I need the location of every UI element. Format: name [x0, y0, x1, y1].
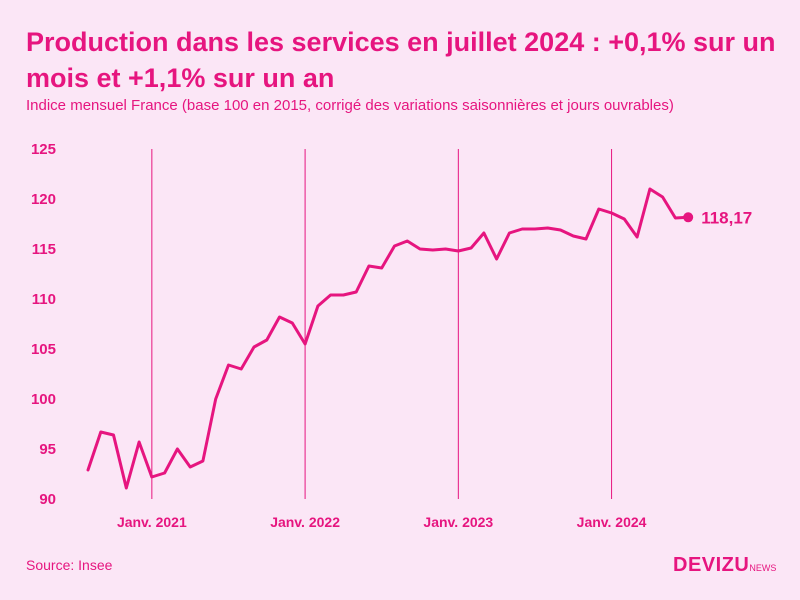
chart-subtitle: Indice mensuel France (base 100 en 2015,… [26, 97, 674, 114]
x-tick-label: Janv. 2023 [423, 514, 493, 530]
brand-name: DEVIZU [673, 554, 750, 576]
y-tick-label: 115 [32, 241, 56, 258]
brand-suffix: NEWS [749, 563, 777, 573]
chart-title: Production dans les services en juillet … [26, 27, 776, 93]
y-tick-label: 105 [31, 341, 56, 358]
y-tick-label: 110 [32, 291, 56, 308]
y-tick-label: 95 [39, 441, 56, 458]
x-tick-label: Janv. 2024 [577, 514, 647, 530]
last-value-label: 118,17 [701, 208, 752, 227]
brand-logo: DEVIZUNEWS [673, 554, 776, 577]
source-note: Source: Insee [26, 557, 113, 573]
last-point-marker [683, 212, 694, 223]
x-tick-label: Janv. 2021 [117, 514, 187, 530]
y-tick-label: 125 [31, 141, 56, 158]
y-tick-label: 90 [39, 491, 56, 508]
y-tick-label: 120 [31, 191, 56, 208]
y-tick-label: 100 [31, 391, 56, 408]
x-tick-label: Janv. 2022 [270, 514, 340, 530]
series-line [86, 187, 690, 490]
